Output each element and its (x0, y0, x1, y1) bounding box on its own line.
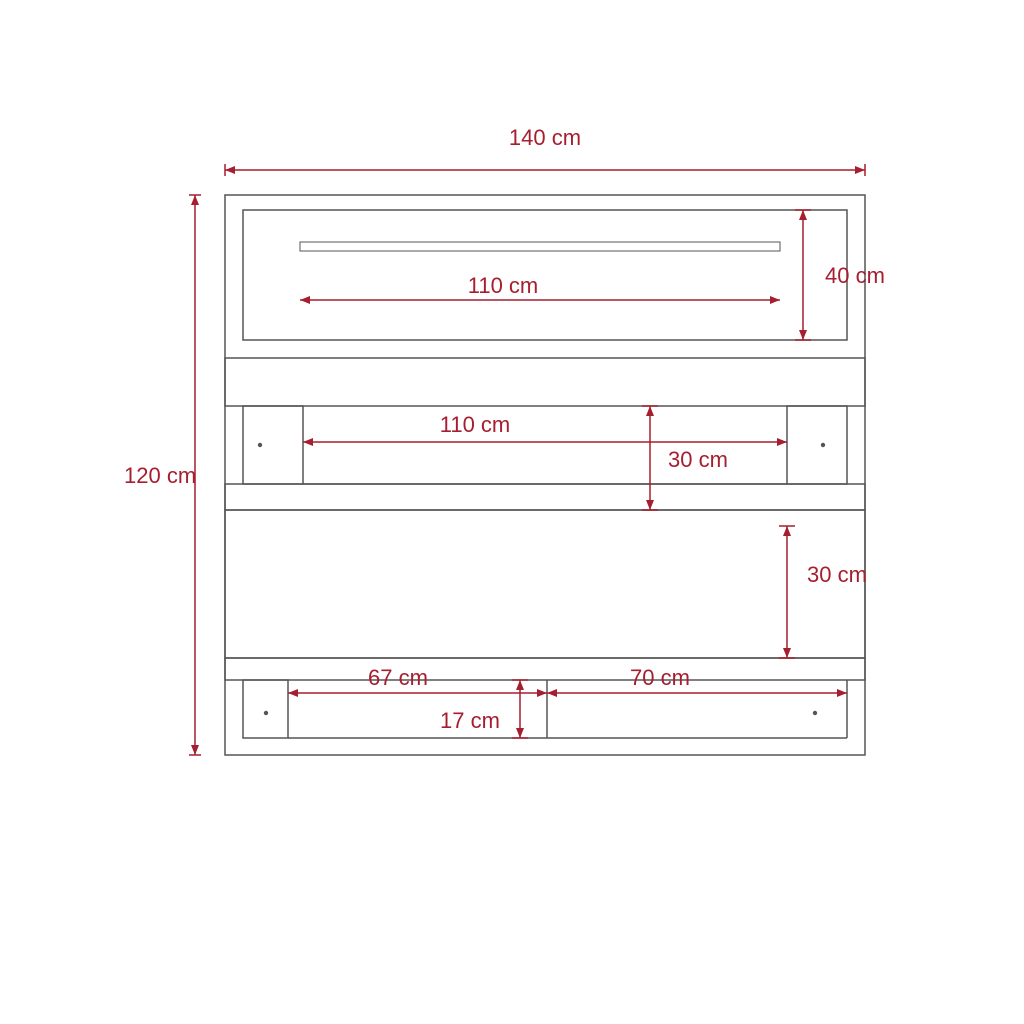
width-top-label: 140 cm (509, 125, 581, 150)
arrow-head (300, 296, 310, 304)
mid-right-block (787, 406, 847, 484)
outer-frame (225, 195, 865, 755)
arrow-head (225, 166, 235, 174)
mid-left-block (243, 406, 303, 484)
arrow-head (516, 680, 524, 690)
arrow-head (783, 526, 791, 536)
arrow-head (288, 689, 298, 697)
arrow-head (777, 438, 787, 446)
upper-strip (225, 358, 865, 406)
arrow-head (799, 330, 807, 340)
arrow-head (799, 210, 807, 220)
top-panel (243, 210, 847, 340)
mount-dot-3 (813, 711, 817, 715)
open-30-label: 30 cm (668, 447, 728, 472)
lower-30-label: 30 cm (807, 562, 867, 587)
top-slot (300, 242, 780, 251)
mount-dot-0 (258, 443, 262, 447)
bottom-left-block (243, 680, 288, 738)
bottom-70-label: 70 cm (630, 665, 690, 690)
slot-110-label: 110 cm (468, 273, 539, 298)
arrow-head (646, 500, 654, 510)
arrow-head (537, 689, 547, 697)
arrow-head (516, 728, 524, 738)
panel-40-label: 40 cm (825, 263, 885, 288)
mid-strip (225, 484, 865, 510)
arrow-head (770, 296, 780, 304)
arrow-head (855, 166, 865, 174)
height-left-label: 120 cm (124, 463, 196, 488)
arrow-head (547, 689, 557, 697)
open-110-label: 110 cm (440, 412, 511, 437)
arrow-head (191, 195, 199, 205)
mount-dot-1 (821, 443, 825, 447)
lower-block (225, 510, 865, 658)
mount-dot-2 (264, 711, 268, 715)
bottom-strip (225, 658, 865, 680)
arrow-head (191, 745, 199, 755)
arrow-head (303, 438, 313, 446)
arrow-head (837, 689, 847, 697)
arrow-head (646, 406, 654, 416)
bottom-67-label: 67 cm (368, 665, 428, 690)
bottom-17-label: 17 cm (440, 708, 500, 733)
arrow-head (783, 648, 791, 658)
